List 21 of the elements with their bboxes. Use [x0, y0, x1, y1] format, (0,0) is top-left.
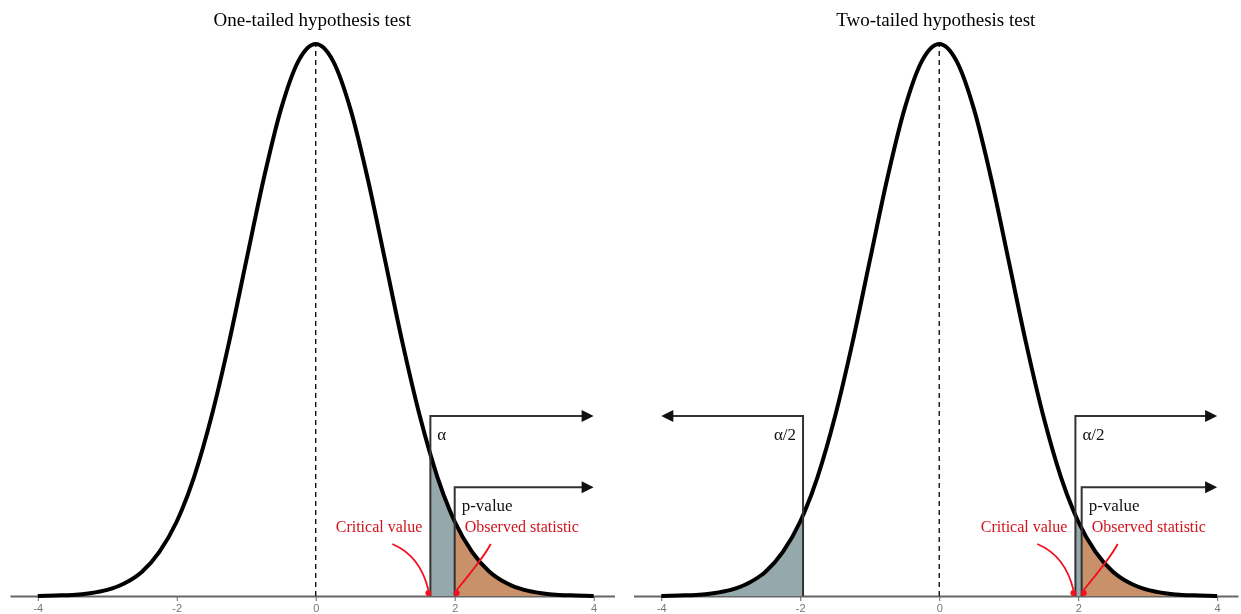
chart-title: One-tailed hypothesis test [213, 9, 412, 30]
annotation: Observed statistic [1091, 518, 1206, 535]
x-tick-label: -4 [656, 601, 667, 614]
annotation: Critical value [980, 518, 1068, 535]
annotation: Observed statistic [464, 518, 579, 535]
x-tick-label: 0 [936, 601, 943, 614]
x-tick-label: -2 [795, 601, 806, 614]
x-tick-label: 2 [1075, 601, 1082, 614]
annotation: α/2 [773, 425, 797, 445]
annotation: α/2 [1082, 425, 1105, 445]
annotation: p-value [461, 496, 513, 516]
annotation: α [437, 425, 447, 445]
x-tick-label: -2 [172, 601, 183, 614]
chart-title: Two-tailed hypothesis test [836, 9, 1037, 30]
annotation: p-value [1088, 496, 1140, 516]
x-tick-label: 4 [591, 601, 598, 614]
x-tick-label: 2 [452, 601, 459, 614]
annotation: Critical value [335, 518, 423, 535]
x-tick-label: -4 [33, 601, 44, 614]
x-tick-label: 0 [313, 601, 320, 614]
x-tick-label: 4 [1214, 601, 1221, 614]
